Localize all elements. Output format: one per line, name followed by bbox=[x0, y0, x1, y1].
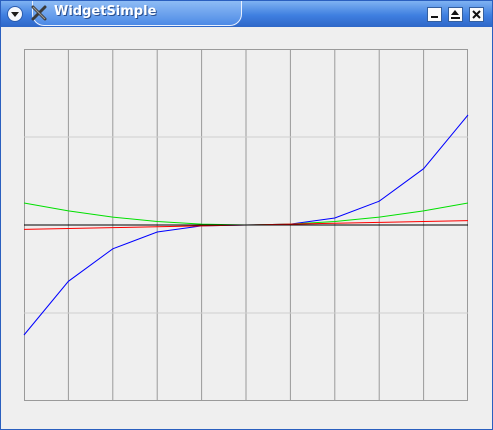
shade-button[interactable] bbox=[448, 7, 463, 22]
window-menu-button[interactable] bbox=[7, 6, 23, 22]
minimize-button[interactable] bbox=[427, 7, 442, 22]
window-title: WidgetSimple bbox=[54, 4, 157, 19]
close-button[interactable] bbox=[469, 7, 484, 22]
title-bar[interactable]: WidgetSimple bbox=[1, 1, 492, 27]
title-tab bbox=[32, 1, 242, 26]
x-app-icon bbox=[31, 5, 47, 21]
close-icon bbox=[472, 10, 481, 19]
plot-canvas bbox=[23, 49, 469, 401]
